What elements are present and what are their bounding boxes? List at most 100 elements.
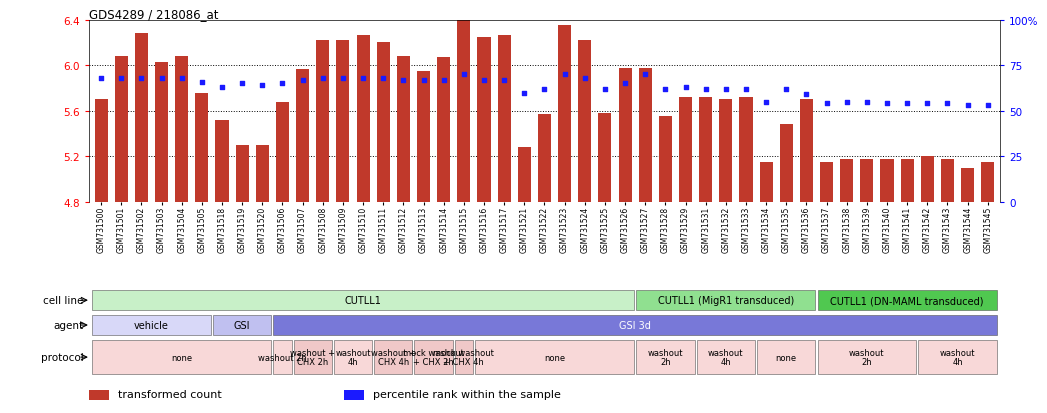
Point xyxy=(375,76,392,82)
Bar xyxy=(578,41,592,202)
Text: CUTLL1 (MigR1 transduced): CUTLL1 (MigR1 transduced) xyxy=(658,295,794,306)
Point xyxy=(314,76,331,82)
Point xyxy=(174,76,191,82)
Point xyxy=(878,101,895,107)
Bar xyxy=(558,26,572,202)
Point xyxy=(294,77,311,84)
Point xyxy=(455,72,472,78)
Text: mock washout
+ CHX 2h: mock washout + CHX 2h xyxy=(403,348,464,367)
Bar xyxy=(213,315,271,335)
Bar xyxy=(840,159,853,202)
Bar xyxy=(719,100,732,202)
Text: GSI: GSI xyxy=(233,320,250,330)
Bar xyxy=(255,146,269,202)
Text: none: none xyxy=(544,353,565,362)
Point xyxy=(798,92,815,98)
Point xyxy=(436,77,452,84)
Bar xyxy=(273,340,291,374)
Point xyxy=(597,86,614,93)
Point xyxy=(717,86,734,93)
Bar xyxy=(918,340,997,374)
Point xyxy=(758,99,775,106)
Bar xyxy=(377,43,389,202)
Bar xyxy=(276,102,289,202)
Point xyxy=(194,79,210,86)
Text: washout 2h: washout 2h xyxy=(258,353,307,362)
Bar xyxy=(900,159,914,202)
Bar xyxy=(699,98,712,202)
Bar xyxy=(678,98,692,202)
Point xyxy=(355,76,372,82)
Text: transformed count: transformed count xyxy=(118,389,222,399)
Bar xyxy=(941,159,954,202)
Bar xyxy=(216,121,228,202)
Bar xyxy=(293,340,332,374)
Bar xyxy=(818,290,997,311)
Bar xyxy=(538,115,551,202)
Point xyxy=(576,76,593,82)
Text: washout +
CHX 4h: washout + CHX 4h xyxy=(371,348,416,367)
Bar xyxy=(175,57,188,202)
Bar xyxy=(619,68,631,202)
Bar xyxy=(135,34,148,202)
Bar xyxy=(236,146,249,202)
Point xyxy=(93,76,110,82)
Point xyxy=(818,101,834,107)
Point xyxy=(416,77,432,84)
Point xyxy=(214,85,230,91)
Point xyxy=(919,101,936,107)
Bar xyxy=(637,340,694,374)
Text: GDS4289 / 218086_at: GDS4289 / 218086_at xyxy=(89,8,219,21)
Bar xyxy=(357,36,370,202)
Point xyxy=(233,81,250,88)
Bar xyxy=(598,114,611,202)
Bar xyxy=(458,21,470,202)
Point xyxy=(959,103,976,109)
Bar xyxy=(696,340,755,374)
Bar xyxy=(94,100,108,202)
Bar xyxy=(780,125,793,202)
Bar xyxy=(820,163,833,202)
Bar xyxy=(757,340,816,374)
Text: CUTLL1 (DN-MAML transduced): CUTLL1 (DN-MAML transduced) xyxy=(830,295,984,306)
Point xyxy=(496,77,513,84)
Bar xyxy=(89,390,109,400)
Point xyxy=(939,101,956,107)
Bar xyxy=(454,340,473,374)
Text: cell line: cell line xyxy=(43,295,84,306)
Bar xyxy=(920,157,934,202)
Point xyxy=(677,85,694,91)
Point xyxy=(153,76,170,82)
Bar xyxy=(818,340,916,374)
Text: none: none xyxy=(776,353,797,362)
Text: washout
2h: washout 2h xyxy=(849,348,885,367)
Bar xyxy=(415,340,452,374)
Point xyxy=(536,86,553,93)
Text: vehicle: vehicle xyxy=(134,320,169,330)
Point xyxy=(859,99,875,106)
Point xyxy=(475,77,492,84)
Point xyxy=(335,76,352,82)
Bar xyxy=(92,290,634,311)
Point xyxy=(656,86,673,93)
Point xyxy=(839,99,855,106)
Bar xyxy=(316,41,330,202)
Bar xyxy=(273,315,997,335)
Text: mock washout
+ CHX 4h: mock washout + CHX 4h xyxy=(433,348,494,367)
Text: agent: agent xyxy=(53,320,84,330)
Bar xyxy=(155,63,169,202)
Bar xyxy=(981,163,995,202)
Bar xyxy=(374,340,413,374)
Bar xyxy=(196,93,208,202)
Bar xyxy=(438,58,450,202)
Bar xyxy=(477,38,491,202)
Bar xyxy=(92,315,210,335)
Text: percentile rank within the sample: percentile rank within the sample xyxy=(373,389,561,399)
Bar xyxy=(397,57,410,202)
Bar xyxy=(739,98,753,202)
Bar xyxy=(517,148,531,202)
Text: washout +
CHX 2h: washout + CHX 2h xyxy=(290,348,335,367)
Bar xyxy=(759,163,773,202)
Text: CUTLL1: CUTLL1 xyxy=(344,295,381,306)
Bar xyxy=(334,340,372,374)
